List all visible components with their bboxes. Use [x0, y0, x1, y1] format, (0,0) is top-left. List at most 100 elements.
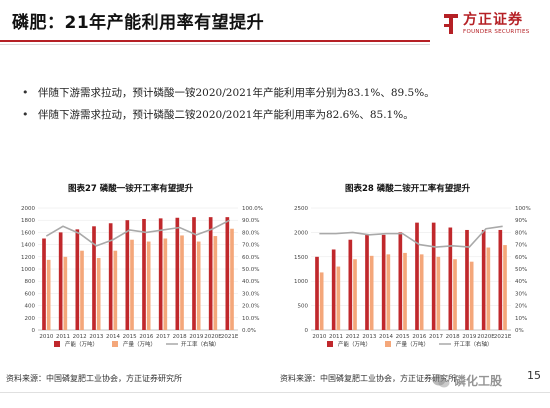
- x-tick-label: 2015: [396, 334, 410, 340]
- bar-output: [353, 259, 357, 330]
- legend-swatch: [385, 341, 391, 347]
- page-title: 磷肥：21年产能利用率有望提升: [12, 13, 265, 33]
- bar-capacity: [225, 217, 230, 330]
- bar-output: [469, 261, 474, 330]
- y-right-tick-label: 50%: [515, 267, 527, 273]
- bar-output: [213, 236, 218, 330]
- y-right-tick-label: 50.0%: [242, 267, 259, 273]
- title-underline-thin: [0, 44, 430, 45]
- y-left-tick-label: 2500: [294, 206, 308, 212]
- x-tick-label: 2010: [312, 334, 326, 340]
- x-tick-label: 2018: [173, 334, 187, 340]
- watermark: 磷化工股: [432, 372, 536, 402]
- x-tick-label: 2021E: [221, 334, 239, 340]
- legend-label: 开工率（右轴）: [181, 340, 220, 348]
- bar-capacity: [498, 229, 503, 330]
- y-left-tick-label: 800: [25, 279, 36, 285]
- wechat-icon: [432, 374, 450, 388]
- bar-capacity: [331, 249, 336, 330]
- y-left-tick-label: 1000: [294, 279, 308, 285]
- line-utilization-rate: [45, 219, 231, 247]
- y-left-tick-label: 0: [32, 328, 36, 334]
- y-right-tick-label: 20%: [515, 304, 527, 310]
- x-tick-label: 2010: [39, 334, 53, 340]
- y-left-tick-label: 1800: [21, 218, 35, 224]
- bar-capacity: [415, 222, 419, 330]
- y-left-tick-label: 600: [25, 291, 36, 297]
- x-tick-label: 2016: [412, 334, 426, 340]
- bar-capacity: [398, 232, 403, 330]
- bar-capacity: [175, 217, 180, 330]
- y-left-tick-label: 1600: [21, 230, 35, 236]
- legend-label: 产量（万吨）: [123, 340, 156, 348]
- logo-subtext: FOUNDER SECURITIES: [463, 29, 530, 35]
- legend-swatch: [327, 341, 333, 347]
- y-left-tick-label: 1000: [21, 267, 35, 273]
- y-left-tick-label: 2000: [21, 206, 35, 212]
- y-left-tick-label: 0: [305, 328, 309, 334]
- y-right-tick-label: 100%: [515, 206, 531, 212]
- chart-title-28: 图表28 磷酸二铵开工率有望提升: [345, 184, 471, 194]
- bar-output: [319, 272, 324, 330]
- y-right-tick-label: 40%: [515, 279, 527, 285]
- bar-output: [80, 250, 84, 330]
- x-tick-label: 2017: [156, 334, 170, 340]
- logo-mark-icon: [444, 14, 458, 34]
- bar-output: [369, 255, 374, 330]
- bar-capacity: [381, 234, 386, 330]
- y-right-tick-label: 90%: [515, 218, 527, 224]
- bar-capacity: [92, 226, 96, 330]
- x-tick-label: 2020E: [477, 334, 495, 340]
- bar-output: [436, 256, 441, 330]
- legend-swatch: [54, 341, 60, 347]
- legend-label: 产能（万吨）: [65, 340, 98, 348]
- bar-capacity: [42, 238, 46, 330]
- y-left-tick-label: 1200: [21, 255, 35, 261]
- y-right-tick-label: 60.0%: [242, 255, 259, 261]
- x-tick-label: 2014: [379, 334, 393, 340]
- bar-output: [336, 266, 341, 330]
- x-tick-label: 2011: [56, 334, 70, 340]
- y-right-tick-label: 30.0%: [242, 291, 259, 297]
- chart-title-27: 图表27 磷酸一铵开工率有望提升: [68, 184, 194, 194]
- x-tick-label: 2012: [73, 334, 87, 340]
- y-right-tick-label: 70%: [515, 243, 527, 249]
- x-tick-label: 2015: [123, 334, 137, 340]
- bar-output: [230, 228, 234, 330]
- y-right-tick-label: 0%: [515, 328, 524, 334]
- bar-capacity: [192, 217, 196, 330]
- bar-capacity: [108, 223, 113, 330]
- bar-output: [113, 250, 118, 330]
- footer-source-left: 资料来源：中国磷复肥工业协会，方正证券研究所: [6, 374, 182, 383]
- bar-output: [453, 259, 457, 330]
- x-tick-label: 2014: [106, 334, 120, 340]
- bar-output: [386, 254, 391, 330]
- legend-label: 产量（万吨）: [396, 340, 429, 348]
- bar-capacity: [465, 229, 469, 330]
- y-left-tick-label: 200: [25, 316, 36, 322]
- y-left-tick-label: 500: [298, 304, 309, 310]
- bar-capacity: [315, 256, 319, 330]
- x-tick-label: 2012: [346, 334, 360, 340]
- x-tick-label: 2018: [446, 334, 460, 340]
- bar-output: [163, 238, 168, 330]
- y-right-tick-label: 80.0%: [242, 230, 259, 236]
- bar-capacity: [208, 217, 213, 330]
- bar-capacity: [481, 229, 486, 330]
- y-right-tick-label: 70.0%: [242, 243, 259, 249]
- y-left-tick-label: 1500: [294, 255, 308, 261]
- bar-capacity: [142, 218, 146, 330]
- logo-text: 方正证券: [463, 12, 523, 28]
- x-tick-label: 2013: [362, 334, 376, 340]
- bar-output: [46, 259, 51, 330]
- y-right-tick-label: 20.0%: [242, 304, 259, 310]
- legend-label: 产能（万吨）: [338, 340, 371, 348]
- bar-output: [63, 256, 68, 330]
- y-right-tick-label: 90.0%: [242, 218, 259, 224]
- x-tick-label: 2019: [189, 334, 203, 340]
- brand-logo: 方正证券 FOUNDER SECURITIES: [442, 9, 542, 43]
- bullet-list: 伴随下游需求拉动，预计磷酸一铵2020/2021年产能利用率分别为83.1%、8…: [22, 82, 542, 126]
- y-right-tick-label: 10%: [515, 316, 527, 322]
- bar-output: [96, 258, 101, 330]
- x-tick-label: 2016: [139, 334, 153, 340]
